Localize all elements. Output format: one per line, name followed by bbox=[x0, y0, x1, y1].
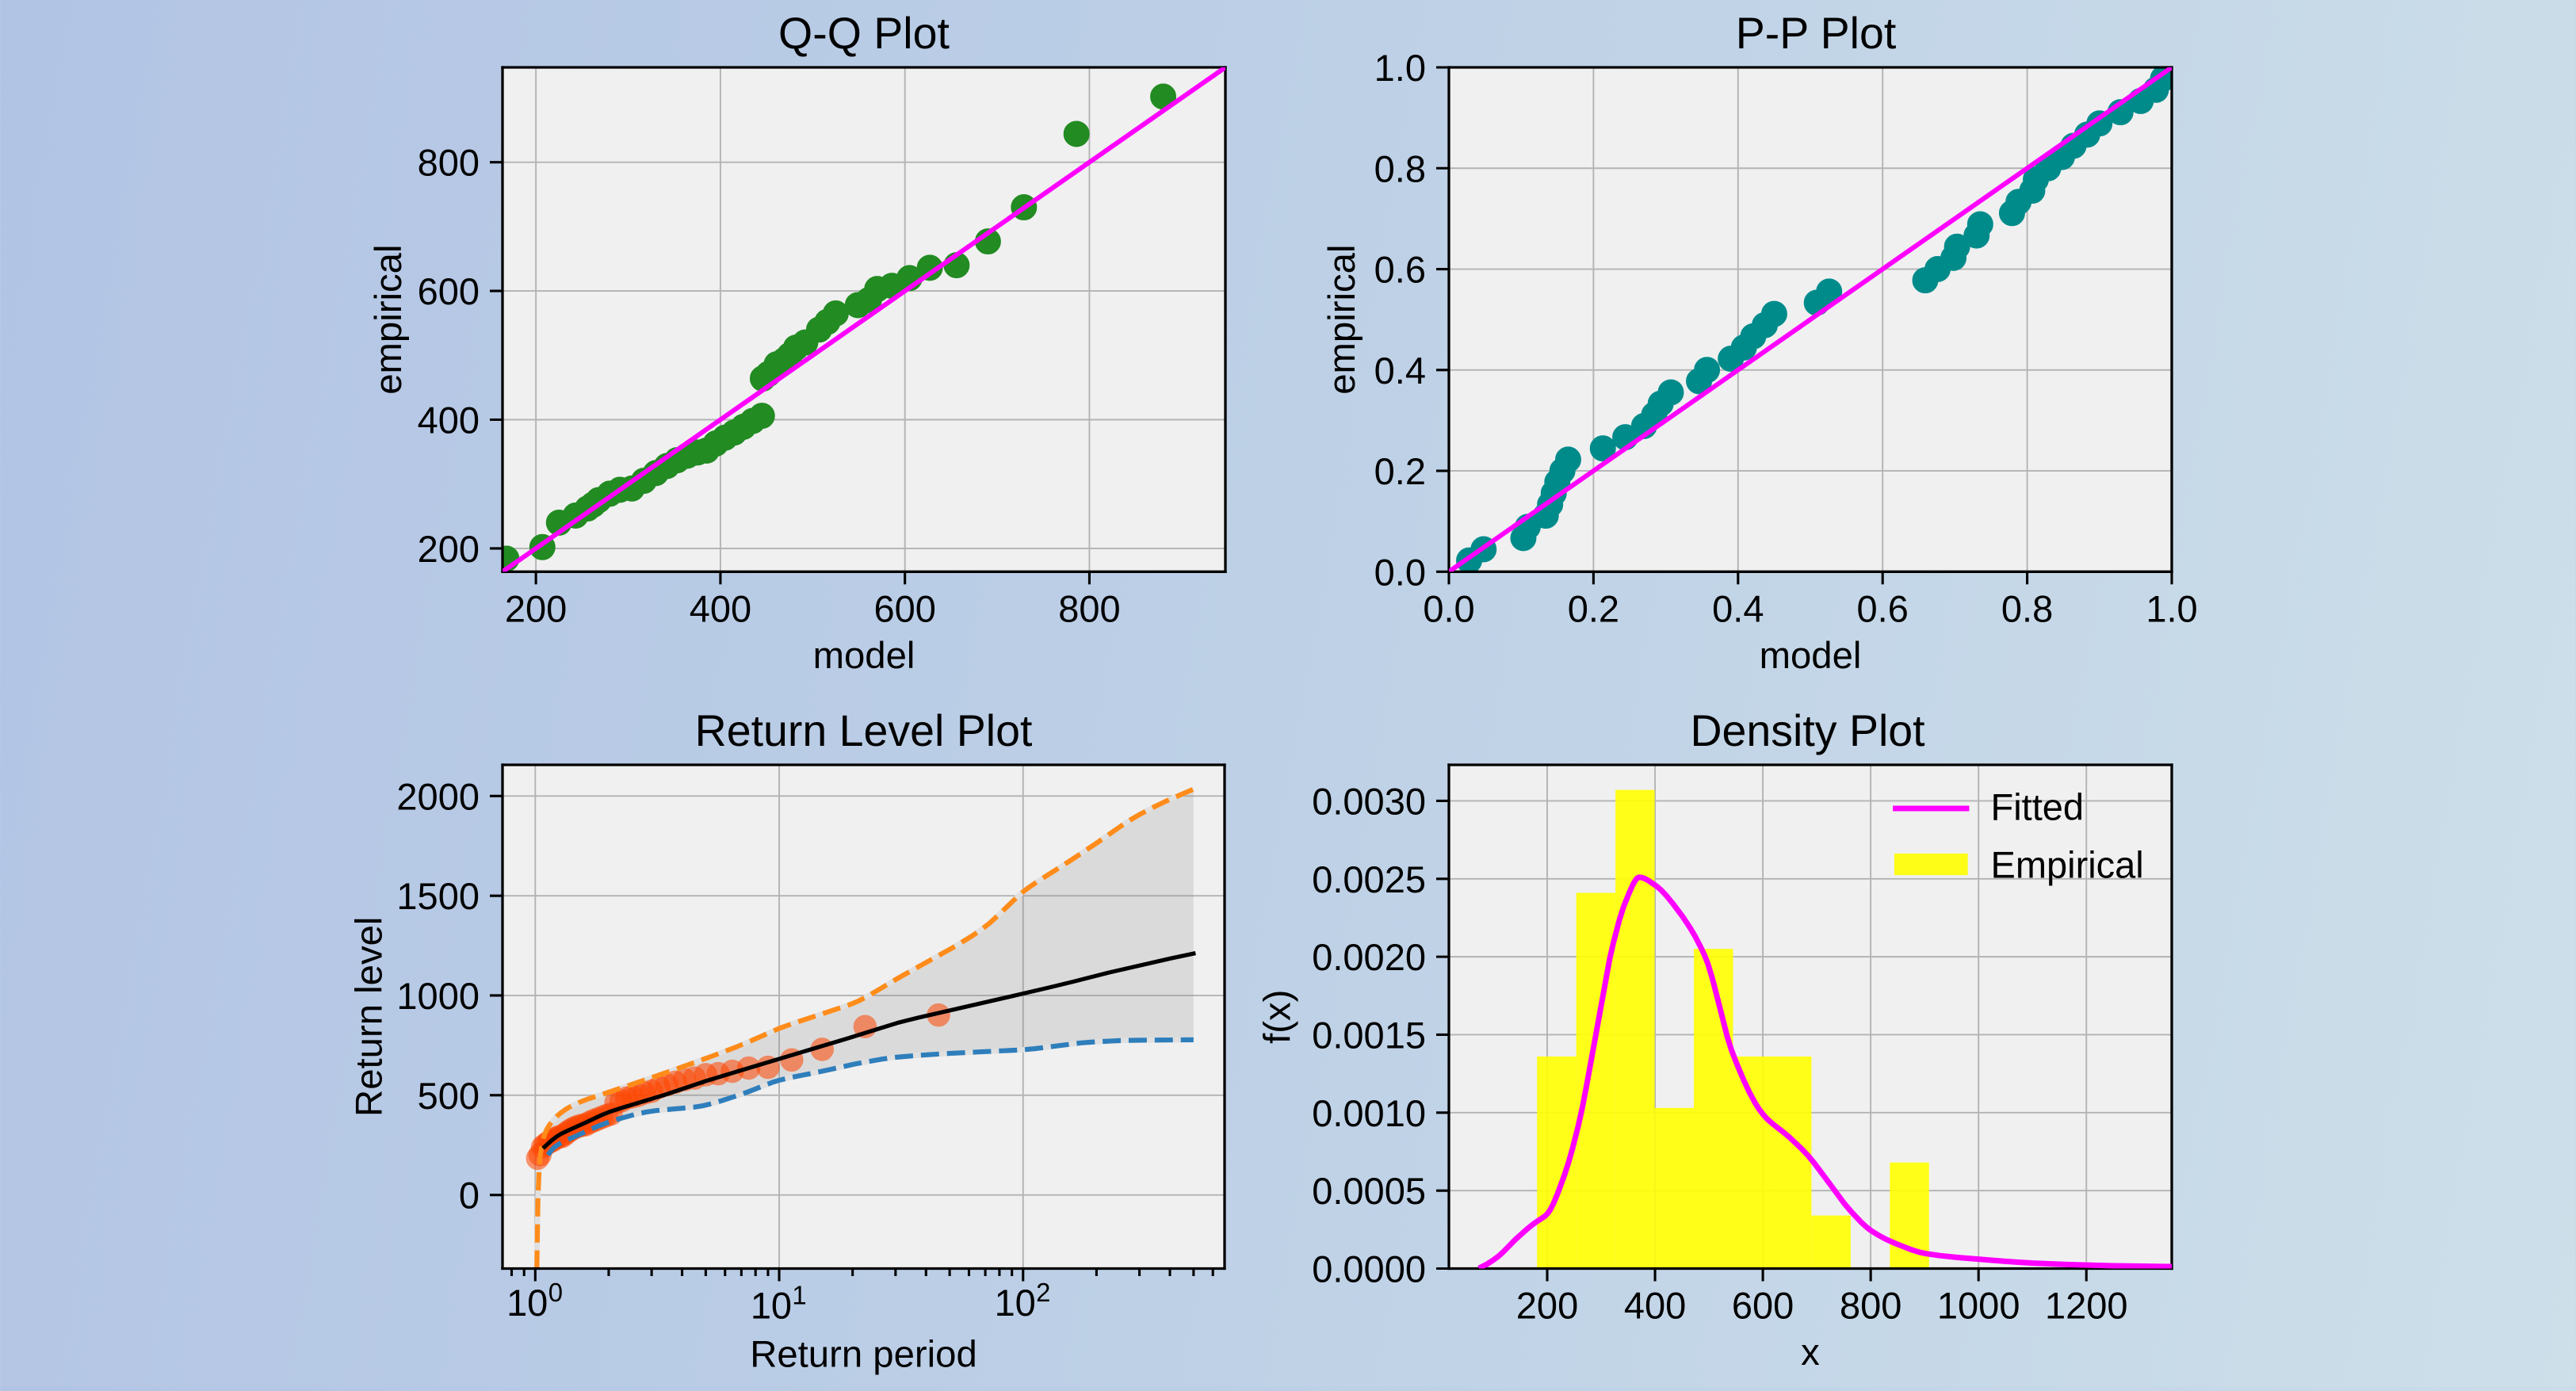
svg-text:0.0: 0.0 bbox=[1374, 551, 1426, 593]
svg-text:model: model bbox=[1760, 635, 1862, 677]
svg-text:0.0005: 0.0005 bbox=[1312, 1170, 1426, 1212]
svg-text:Q-Q Plot: Q-Q Plot bbox=[778, 9, 950, 58]
svg-text:0.8: 0.8 bbox=[2001, 587, 2053, 629]
svg-text:0.6: 0.6 bbox=[1374, 249, 1426, 291]
svg-text:0.2: 0.2 bbox=[1374, 450, 1426, 492]
svg-text:600: 600 bbox=[873, 587, 935, 629]
svg-text:Return level: Return level bbox=[349, 917, 391, 1117]
svg-text:Empirical: Empirical bbox=[1990, 843, 2143, 885]
svg-text:0.4: 0.4 bbox=[1712, 587, 1764, 629]
svg-text:0.0020: 0.0020 bbox=[1312, 936, 1426, 978]
svg-text:1000: 1000 bbox=[1937, 1285, 2020, 1327]
svg-text:500: 500 bbox=[418, 1075, 480, 1117]
svg-text:1 0 1: 1 0 1 bbox=[751, 1278, 807, 1328]
svg-text:800: 800 bbox=[418, 142, 480, 184]
svg-text:0.4: 0.4 bbox=[1374, 350, 1426, 392]
svg-text:200: 200 bbox=[418, 528, 480, 570]
svg-text:0.0000: 0.0000 bbox=[1312, 1248, 1426, 1290]
svg-text:1.0: 1.0 bbox=[1374, 47, 1426, 89]
svg-text:0.0025: 0.0025 bbox=[1312, 858, 1426, 900]
svg-text:800: 800 bbox=[1058, 587, 1120, 629]
svg-text:2000: 2000 bbox=[396, 775, 480, 817]
svg-text:Return Level Plot: Return Level Plot bbox=[695, 706, 1033, 755]
svg-text:400: 400 bbox=[418, 399, 480, 441]
svg-text:0.0030: 0.0030 bbox=[1312, 780, 1426, 822]
svg-text:400: 400 bbox=[690, 587, 751, 629]
svg-text:Fitted: Fitted bbox=[1990, 785, 2084, 827]
svg-text:1500: 1500 bbox=[396, 875, 480, 917]
svg-text:800: 800 bbox=[1840, 1285, 1901, 1327]
svg-text:600: 600 bbox=[418, 270, 480, 312]
svg-text:0.6: 0.6 bbox=[1857, 587, 1909, 629]
svg-text:f(x): f(x) bbox=[1256, 990, 1298, 1044]
svg-text:0.0010: 0.0010 bbox=[1312, 1092, 1426, 1134]
svg-text:0.0015: 0.0015 bbox=[1312, 1014, 1426, 1056]
svg-text:P-P Plot: P-P Plot bbox=[1736, 9, 1897, 58]
svg-text:empirical: empirical bbox=[368, 245, 410, 395]
svg-text:400: 400 bbox=[1624, 1285, 1686, 1327]
svg-text:0: 0 bbox=[459, 1175, 480, 1217]
svg-text:600: 600 bbox=[1732, 1285, 1794, 1327]
svg-text:empirical: empirical bbox=[1321, 245, 1363, 395]
svg-text:0.8: 0.8 bbox=[1374, 147, 1426, 189]
svg-text:1 0 0: 1 0 0 bbox=[506, 1276, 563, 1325]
svg-text:200: 200 bbox=[1516, 1285, 1578, 1327]
svg-text:200: 200 bbox=[505, 587, 567, 629]
svg-text:0.2: 0.2 bbox=[1568, 587, 1619, 629]
svg-text:Return period: Return period bbox=[750, 1334, 977, 1376]
svg-text:1000: 1000 bbox=[396, 975, 480, 1017]
svg-text:1200: 1200 bbox=[2045, 1285, 2128, 1327]
svg-text:1 0 2: 1 0 2 bbox=[995, 1276, 1051, 1325]
svg-text:x: x bbox=[1801, 1332, 1820, 1374]
svg-text:model: model bbox=[813, 635, 915, 677]
svg-text:1.0: 1.0 bbox=[2146, 587, 2197, 629]
svg-text:Density Plot: Density Plot bbox=[1690, 706, 1925, 755]
svg-text:0.0: 0.0 bbox=[1423, 587, 1474, 629]
